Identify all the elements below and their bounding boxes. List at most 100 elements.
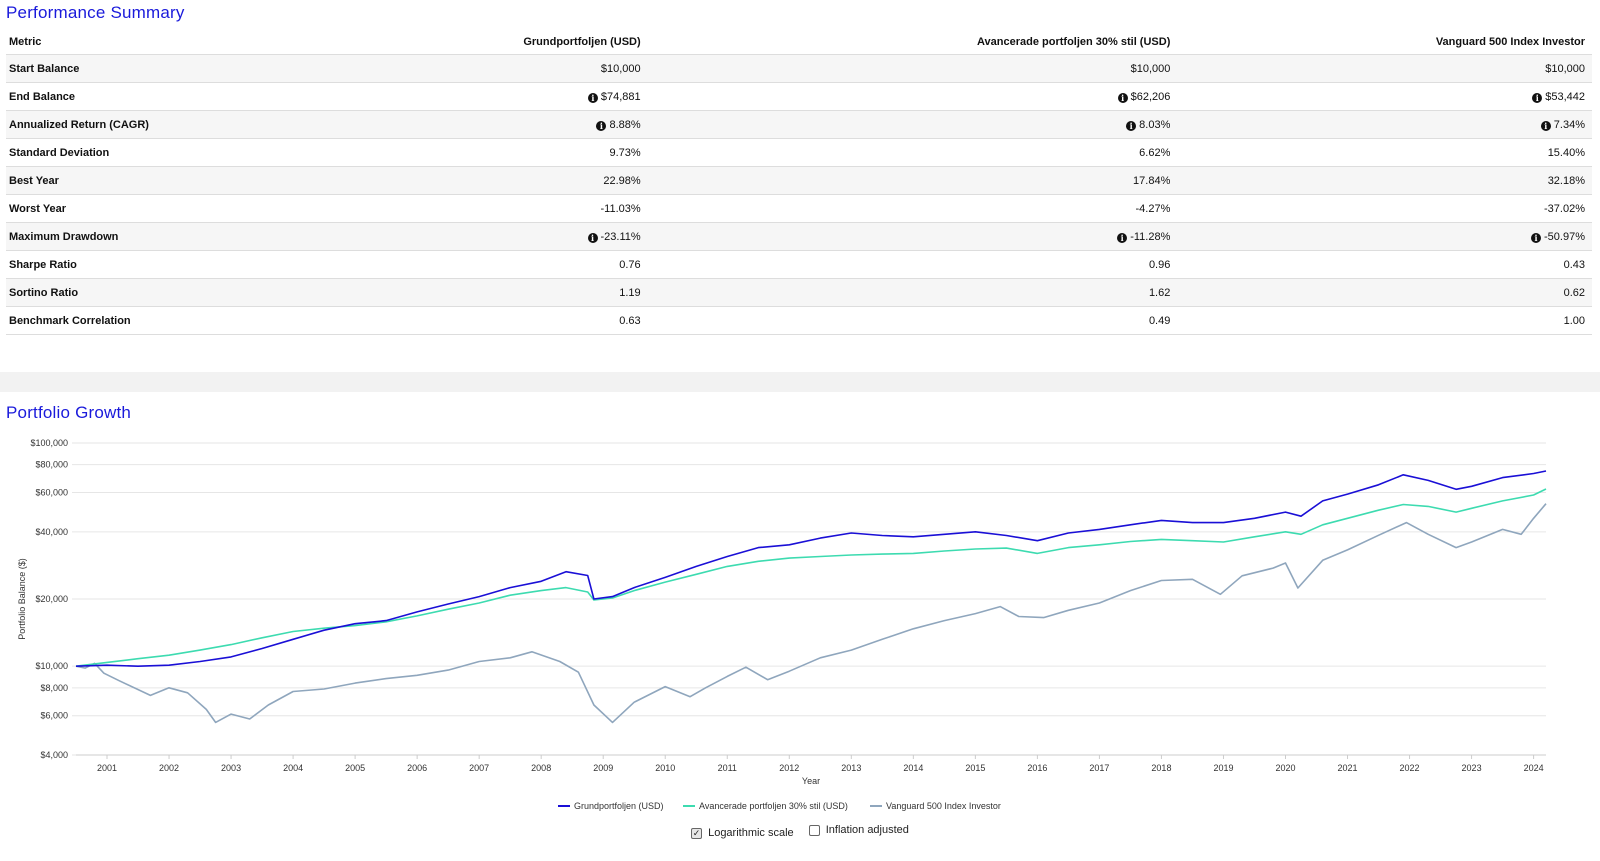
chart-legend: Grundportfoljen (USD) Avancerade portfolj… xyxy=(558,801,1001,811)
x-axis-title: Year xyxy=(802,776,820,786)
info-icon[interactable]: i xyxy=(587,92,598,103)
portfolio-growth-chart[interactable]: $4,000 $6,000 $8,000 $10,000 $20,000 $40,000 $… xyxy=(0,432,1600,817)
metric-value-text: 0.62 xyxy=(1563,286,1585,299)
info-icon[interactable]: i xyxy=(1117,232,1128,243)
metric-value-text: $10,000 xyxy=(1545,62,1585,75)
metric-value-text: 8.03% xyxy=(1139,118,1171,131)
x-tick-label: 2004 xyxy=(283,763,303,773)
info-icon[interactable]: i xyxy=(1531,232,1542,243)
inflation-adjusted-checkbox[interactable] xyxy=(808,824,820,836)
metric-value-grundportfoljen: 0.63 xyxy=(316,306,648,335)
legend-label-2[interactable]: Vanguard 500 Index Investor xyxy=(886,801,1001,811)
y-tick-label: $20,000 xyxy=(35,594,68,604)
y-tick-label: $10,000 xyxy=(35,661,68,671)
metric-value-text: 7.34% xyxy=(1553,118,1585,131)
metric-value-avancerade: 6.62% xyxy=(647,138,1178,167)
y-axis-title: Portfolio Balance ($) xyxy=(17,558,27,640)
metric-value-text: 32.18% xyxy=(1547,174,1585,187)
metric-label: Sharpe Ratio xyxy=(6,250,316,279)
legend-label-1[interactable]: Avancerade portfoljen 30% stil (USD) xyxy=(699,801,848,811)
x-tick-label: 2020 xyxy=(1275,763,1295,773)
column-header-metric: Metric xyxy=(6,30,316,55)
metric-value-grundportfoljen: i -23.11% xyxy=(316,222,648,251)
metric-value-text: -11.03% xyxy=(600,202,641,215)
metric-value-text: $10,000 xyxy=(600,62,641,75)
performance-summary-title: Performance Summary xyxy=(6,3,185,22)
series-line-1[interactable] xyxy=(75,488,1547,667)
info-icon[interactable]: i xyxy=(1117,92,1128,103)
metric-label: Standard Deviation xyxy=(6,138,316,167)
metric-value-vanguard: i 7.34% xyxy=(1177,110,1592,139)
x-tick-label: 2019 xyxy=(1213,763,1233,773)
table-row: Annualized Return (CAGR) i 8.88% i 8.03% i 7.3… xyxy=(6,110,1592,139)
table-row: Sortino Ratio 1.19 1.62 0.62 xyxy=(6,278,1592,307)
metric-label: Worst Year xyxy=(6,194,316,223)
x-tick-label: 2012 xyxy=(779,763,799,773)
metric-value-vanguard: i -50.97% xyxy=(1177,222,1592,251)
x-tick-label: 2009 xyxy=(593,763,613,773)
metric-value-text: 1.19 xyxy=(619,286,641,299)
x-tick-label: 2023 xyxy=(1462,763,1482,773)
y-tick-label: $40,000 xyxy=(35,527,68,537)
metric-value-text: -4.27% xyxy=(1135,202,1171,215)
x-tick-label: 2022 xyxy=(1400,763,1420,773)
metric-value-grundportfoljen: 1.19 xyxy=(316,278,648,307)
x-tick-label: 2006 xyxy=(407,763,427,773)
info-icon[interactable]: i xyxy=(587,232,598,243)
metric-value-text: -11.28% xyxy=(1130,230,1171,243)
metric-label: Sortino Ratio xyxy=(6,278,316,307)
table-row: Start Balance $10,000 $10,000 $10,000 xyxy=(6,54,1592,83)
metric-value-avancerade: i -11.28% xyxy=(647,222,1178,251)
inflation-adjusted-option[interactable]: Inflation adjusted xyxy=(808,824,909,836)
x-tick-label: 2015 xyxy=(965,763,985,773)
x-tick-label: 2024 xyxy=(1524,763,1544,773)
x-tick-label: 2013 xyxy=(841,763,861,773)
metric-value-text: 1.00 xyxy=(1563,314,1585,327)
metric-value-grundportfoljen: -11.03% xyxy=(316,194,648,223)
info-icon[interactable]: i xyxy=(596,120,607,131)
metric-value-vanguard: 0.62 xyxy=(1177,278,1592,307)
metric-value-grundportfoljen: 9.73% xyxy=(316,138,648,167)
metric-value-avancerade: i 8.03% xyxy=(647,110,1178,139)
metric-value-text: 15.40% xyxy=(1547,146,1585,159)
metric-label: Maximum Drawdown xyxy=(6,222,316,251)
table-row: End Balance i $74,881 i $62,206 i $53,442 xyxy=(6,82,1592,111)
metric-value-text: 0.43 xyxy=(1563,258,1585,271)
column-header-vanguard: Vanguard 500 Index Investor xyxy=(1177,30,1592,55)
info-icon[interactable]: i xyxy=(1532,92,1543,103)
series-line-2[interactable] xyxy=(75,503,1547,724)
metric-value-vanguard: 32.18% xyxy=(1177,166,1592,195)
metric-value-text: -23.11% xyxy=(600,230,641,243)
legend-label-0[interactable]: Grundportfoljen (USD) xyxy=(574,801,664,811)
metric-value-text: $74,881 xyxy=(600,90,641,103)
x-tick-label: 2003 xyxy=(221,763,241,773)
metric-value-vanguard: 15.40% xyxy=(1177,138,1592,167)
x-tick-label: 2005 xyxy=(345,763,365,773)
metric-value-avancerade: -4.27% xyxy=(647,194,1178,223)
inflation-adjusted-label: Inflation adjusted xyxy=(825,824,909,836)
log-scale-option[interactable]: ✓ Logarithmic scale xyxy=(691,827,794,839)
metric-label: Best Year xyxy=(6,166,316,195)
metric-value-text: 0.63 xyxy=(619,314,641,327)
series-line-0[interactable] xyxy=(75,470,1547,667)
metric-value-avancerade: 0.49 xyxy=(647,306,1178,335)
metric-value-grundportfoljen: i $74,881 xyxy=(316,82,648,111)
metric-value-text: 9.73% xyxy=(609,146,641,159)
metric-value-text: 0.76 xyxy=(619,258,641,271)
y-tick-label: $8,000 xyxy=(40,683,68,693)
table-header-row: Metric Grundportfoljen (USD) Avancerade … xyxy=(6,30,1592,55)
info-icon[interactable]: i xyxy=(1126,120,1137,131)
metric-value-grundportfoljen: 0.76 xyxy=(316,250,648,279)
y-tick-label: $6,000 xyxy=(40,711,68,721)
y-tick-label: $60,000 xyxy=(35,488,68,498)
metric-value-text: 0.49 xyxy=(1148,314,1171,327)
y-tick-label: $80,000 xyxy=(35,460,68,470)
metric-value-text: -37.02% xyxy=(1544,202,1585,215)
metric-value-grundportfoljen: i 8.88% xyxy=(316,110,648,139)
x-tick-label: 2017 xyxy=(1089,763,1109,773)
metric-value-vanguard: 0.43 xyxy=(1177,250,1592,279)
info-icon[interactable]: i xyxy=(1540,120,1551,131)
metric-value-text: -50.97% xyxy=(1544,230,1585,243)
column-header-avancerade: Avancerade portfoljen 30% stil (USD) xyxy=(647,30,1178,55)
log-scale-checkbox[interactable]: ✓ xyxy=(691,827,703,839)
